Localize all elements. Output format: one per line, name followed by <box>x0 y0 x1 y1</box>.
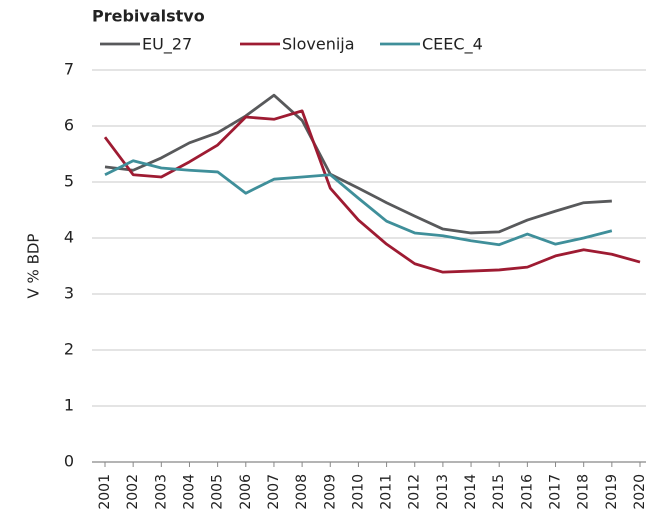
chart-title: Prebivalstvo <box>92 7 205 26</box>
x-tick-label: 2010 <box>350 474 366 510</box>
x-tick-label: 2008 <box>294 474 310 510</box>
series-line <box>104 159 613 247</box>
x-tick-label: 2013 <box>435 474 451 510</box>
x-tick-label: 2007 <box>266 474 282 510</box>
x-tick-label: 2019 <box>604 474 620 510</box>
series-line <box>104 93 612 235</box>
y-axis-label: V % BDP <box>25 234 43 299</box>
y-tick-label: 7 <box>64 60 74 79</box>
y-tick-label: 5 <box>64 172 74 191</box>
x-tick-label: 2012 <box>407 474 423 510</box>
y-tick-label: 6 <box>64 116 74 135</box>
x-tick-label: 2002 <box>125 474 141 510</box>
x-tick-label: 2014 <box>463 474 479 510</box>
x-tick-label: 2004 <box>181 474 197 510</box>
y-tick-label: 4 <box>64 228 74 247</box>
legend-label: EU_27 <box>142 35 192 55</box>
y-tick-label: 2 <box>64 340 74 359</box>
x-tick-label: 2011 <box>379 474 395 510</box>
y-tick-label: 0 <box>64 452 74 471</box>
x-tick-label: 2001 <box>97 474 113 510</box>
legend-label: CEEC_4 <box>422 35 483 55</box>
x-tick-label: 2006 <box>238 474 254 510</box>
y-tick-label: 3 <box>64 284 74 303</box>
x-tick-label: 2017 <box>548 474 564 510</box>
x-tick-label: 2020 <box>632 474 646 510</box>
x-tick-label: 2016 <box>519 474 535 510</box>
x-tick-label: 2015 <box>491 474 507 510</box>
x-tick-label: 2018 <box>576 474 592 510</box>
y-tick-label: 1 <box>64 396 74 415</box>
x-tick-label: 2009 <box>322 474 338 510</box>
legend-label: Slovenija <box>282 35 355 54</box>
series-line <box>103 109 641 274</box>
x-tick-label: 2005 <box>210 474 226 510</box>
x-tick-label: 2003 <box>153 474 169 510</box>
